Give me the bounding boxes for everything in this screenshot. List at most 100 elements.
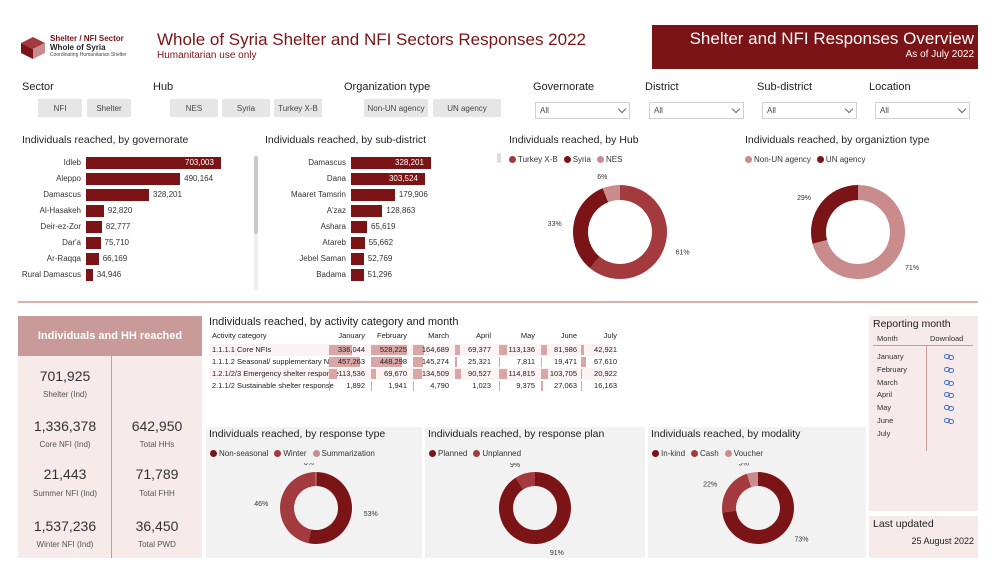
legend-item[interactable]: Cash [691, 449, 719, 458]
sector-option-shelter[interactable]: Shelter [87, 99, 131, 117]
hub-option-turkey[interactable]: Turkey X-B [274, 99, 322, 117]
donut-slice[interactable] [811, 185, 858, 244]
cube-logo-icon [21, 37, 45, 59]
bar[interactable] [351, 173, 425, 185]
legend-item[interactable]: Syria [563, 155, 591, 164]
district-dropdown[interactable]: All [649, 102, 744, 119]
bar[interactable] [351, 221, 367, 233]
donut-slice[interactable] [722, 472, 794, 544]
table-cell-bar [371, 369, 376, 379]
download-link-icon[interactable] [944, 379, 954, 387]
donut-slice[interactable] [590, 185, 667, 279]
month-column-header: Month [877, 334, 898, 343]
legend-item[interactable]: UN agency [816, 155, 866, 164]
legend-item[interactable]: In-kind [652, 449, 685, 458]
donut-slice[interactable] [573, 188, 609, 269]
location-dropdown[interactable]: All [875, 102, 970, 119]
donut-slice[interactable] [812, 185, 905, 279]
kpi-total-pwd-label: Total PWD [138, 540, 176, 549]
legend-item[interactable]: NES [596, 155, 623, 164]
bar-category-label: Idleb [63, 158, 81, 167]
bar-data-label: 490,164 [184, 174, 214, 183]
bar[interactable] [351, 237, 365, 249]
table-row[interactable]: 1.2.1/2/3 Emergency shelter response 113,… [209, 368, 617, 380]
donut-slice[interactable] [722, 473, 752, 513]
org-option-non-un[interactable]: Non-UN agency [364, 99, 428, 117]
donut-percent-label: 22% [703, 481, 717, 488]
donut-percent-label: 6% [597, 174, 607, 181]
hub-donut-chart: 61% 33% 6% [548, 174, 690, 279]
bar-data-label: 75,710 [104, 238, 129, 247]
donut-slice[interactable] [308, 472, 352, 544]
bar[interactable] [86, 237, 101, 249]
legend-item[interactable]: Summarization [312, 449, 375, 458]
bar-data-label: 66,169 [102, 254, 128, 263]
legend-item[interactable]: Voucher [724, 449, 763, 458]
bar[interactable] [86, 157, 221, 169]
legend-item[interactable]: Non-seasonal [210, 449, 268, 458]
donut-percent-label: 61% [676, 249, 690, 256]
legend-label: NES [605, 155, 623, 164]
table-cell-value: 9,375 [516, 381, 535, 390]
sector-option-nfi[interactable]: NFI [38, 99, 82, 117]
bar[interactable] [351, 253, 364, 265]
table-cell-value: 27,063 [554, 381, 577, 390]
hub-option-nes[interactable]: NES [170, 99, 218, 117]
table-cell-bar [371, 357, 402, 367]
legend-item[interactable]: Unplanned [473, 449, 521, 458]
subdistrict-scroll-thumb[interactable] [254, 156, 258, 234]
legend-item[interactable]: Turkey X-B [509, 155, 558, 164]
page-title: Whole of Syria Shelter and NFI Sectors R… [157, 30, 586, 49]
bar[interactable] [86, 205, 104, 217]
bar[interactable] [351, 157, 431, 169]
legend-item[interactable]: Planned [429, 449, 467, 458]
bar[interactable] [351, 189, 395, 201]
org-chart-title: Individuals reached, by organiztion type [745, 134, 930, 146]
donut-slice[interactable] [515, 472, 535, 490]
chevron-down-icon [731, 104, 741, 114]
donut-slice[interactable] [602, 185, 620, 203]
subdistrict-dropdown[interactable]: All [762, 102, 857, 119]
governorate-dropdown[interactable]: All [535, 102, 630, 119]
bar[interactable] [351, 269, 364, 281]
table-cell-value: 1,023 [472, 381, 491, 390]
table-cell-value: 1,892 [346, 381, 365, 390]
district-dropdown-value: All [654, 106, 663, 115]
location-dropdown-value: All [880, 106, 889, 115]
bar-data-label: 128,863 [386, 206, 416, 215]
table-row[interactable]: 1.1.1.2 Seasonal/ supplementary NFIs 457,… [209, 356, 617, 368]
download-link-icon[interactable] [944, 404, 954, 412]
table-row[interactable]: 1.1.1.1 Core NFIs 336,044 528,225 164,689 69… [209, 344, 617, 356]
download-link-icon[interactable] [944, 353, 954, 361]
bar[interactable] [86, 173, 181, 185]
donut-percent-label: 29% [797, 195, 811, 202]
donut-slice[interactable] [746, 472, 758, 488]
hub-option-syria[interactable]: Syria [222, 99, 270, 117]
bar[interactable] [86, 269, 93, 281]
download-link-icon[interactable] [944, 391, 954, 399]
table-cell-value: 16,163 [594, 381, 617, 390]
bar[interactable] [86, 221, 102, 233]
download-link-icon[interactable] [944, 366, 954, 374]
org-option-un[interactable]: UN agency [433, 99, 501, 117]
table-cell-bar [499, 345, 507, 355]
bar[interactable] [351, 205, 383, 217]
table-cell-bar [499, 357, 500, 367]
bar-category-label: Jebel Saman [299, 254, 346, 263]
kpi-total-hhs-label: Total HHs [139, 440, 175, 449]
donut-slice[interactable] [499, 472, 571, 544]
bar-data-label: 328,201 [153, 190, 182, 199]
hub-chart-scroll-handle[interactable] [497, 153, 501, 163]
table-cell-value: 103,705 [549, 369, 577, 378]
table-header-cell: January [338, 331, 365, 340]
download-link-icon[interactable] [944, 417, 954, 425]
legend-item[interactable]: Winter [274, 449, 307, 458]
donut-slice[interactable] [280, 472, 316, 544]
bar[interactable] [86, 189, 150, 201]
governorate-chart-title: Individuals reached, by governorate [22, 134, 189, 146]
legend-item[interactable]: Non-UN agency [745, 155, 811, 164]
subdistrict-scrollbar[interactable] [254, 156, 258, 290]
section-divider [18, 301, 978, 303]
table-row[interactable]: 2.1.1/2 Sustainable shelter response 1,89… [209, 380, 617, 392]
bar[interactable] [86, 253, 99, 265]
